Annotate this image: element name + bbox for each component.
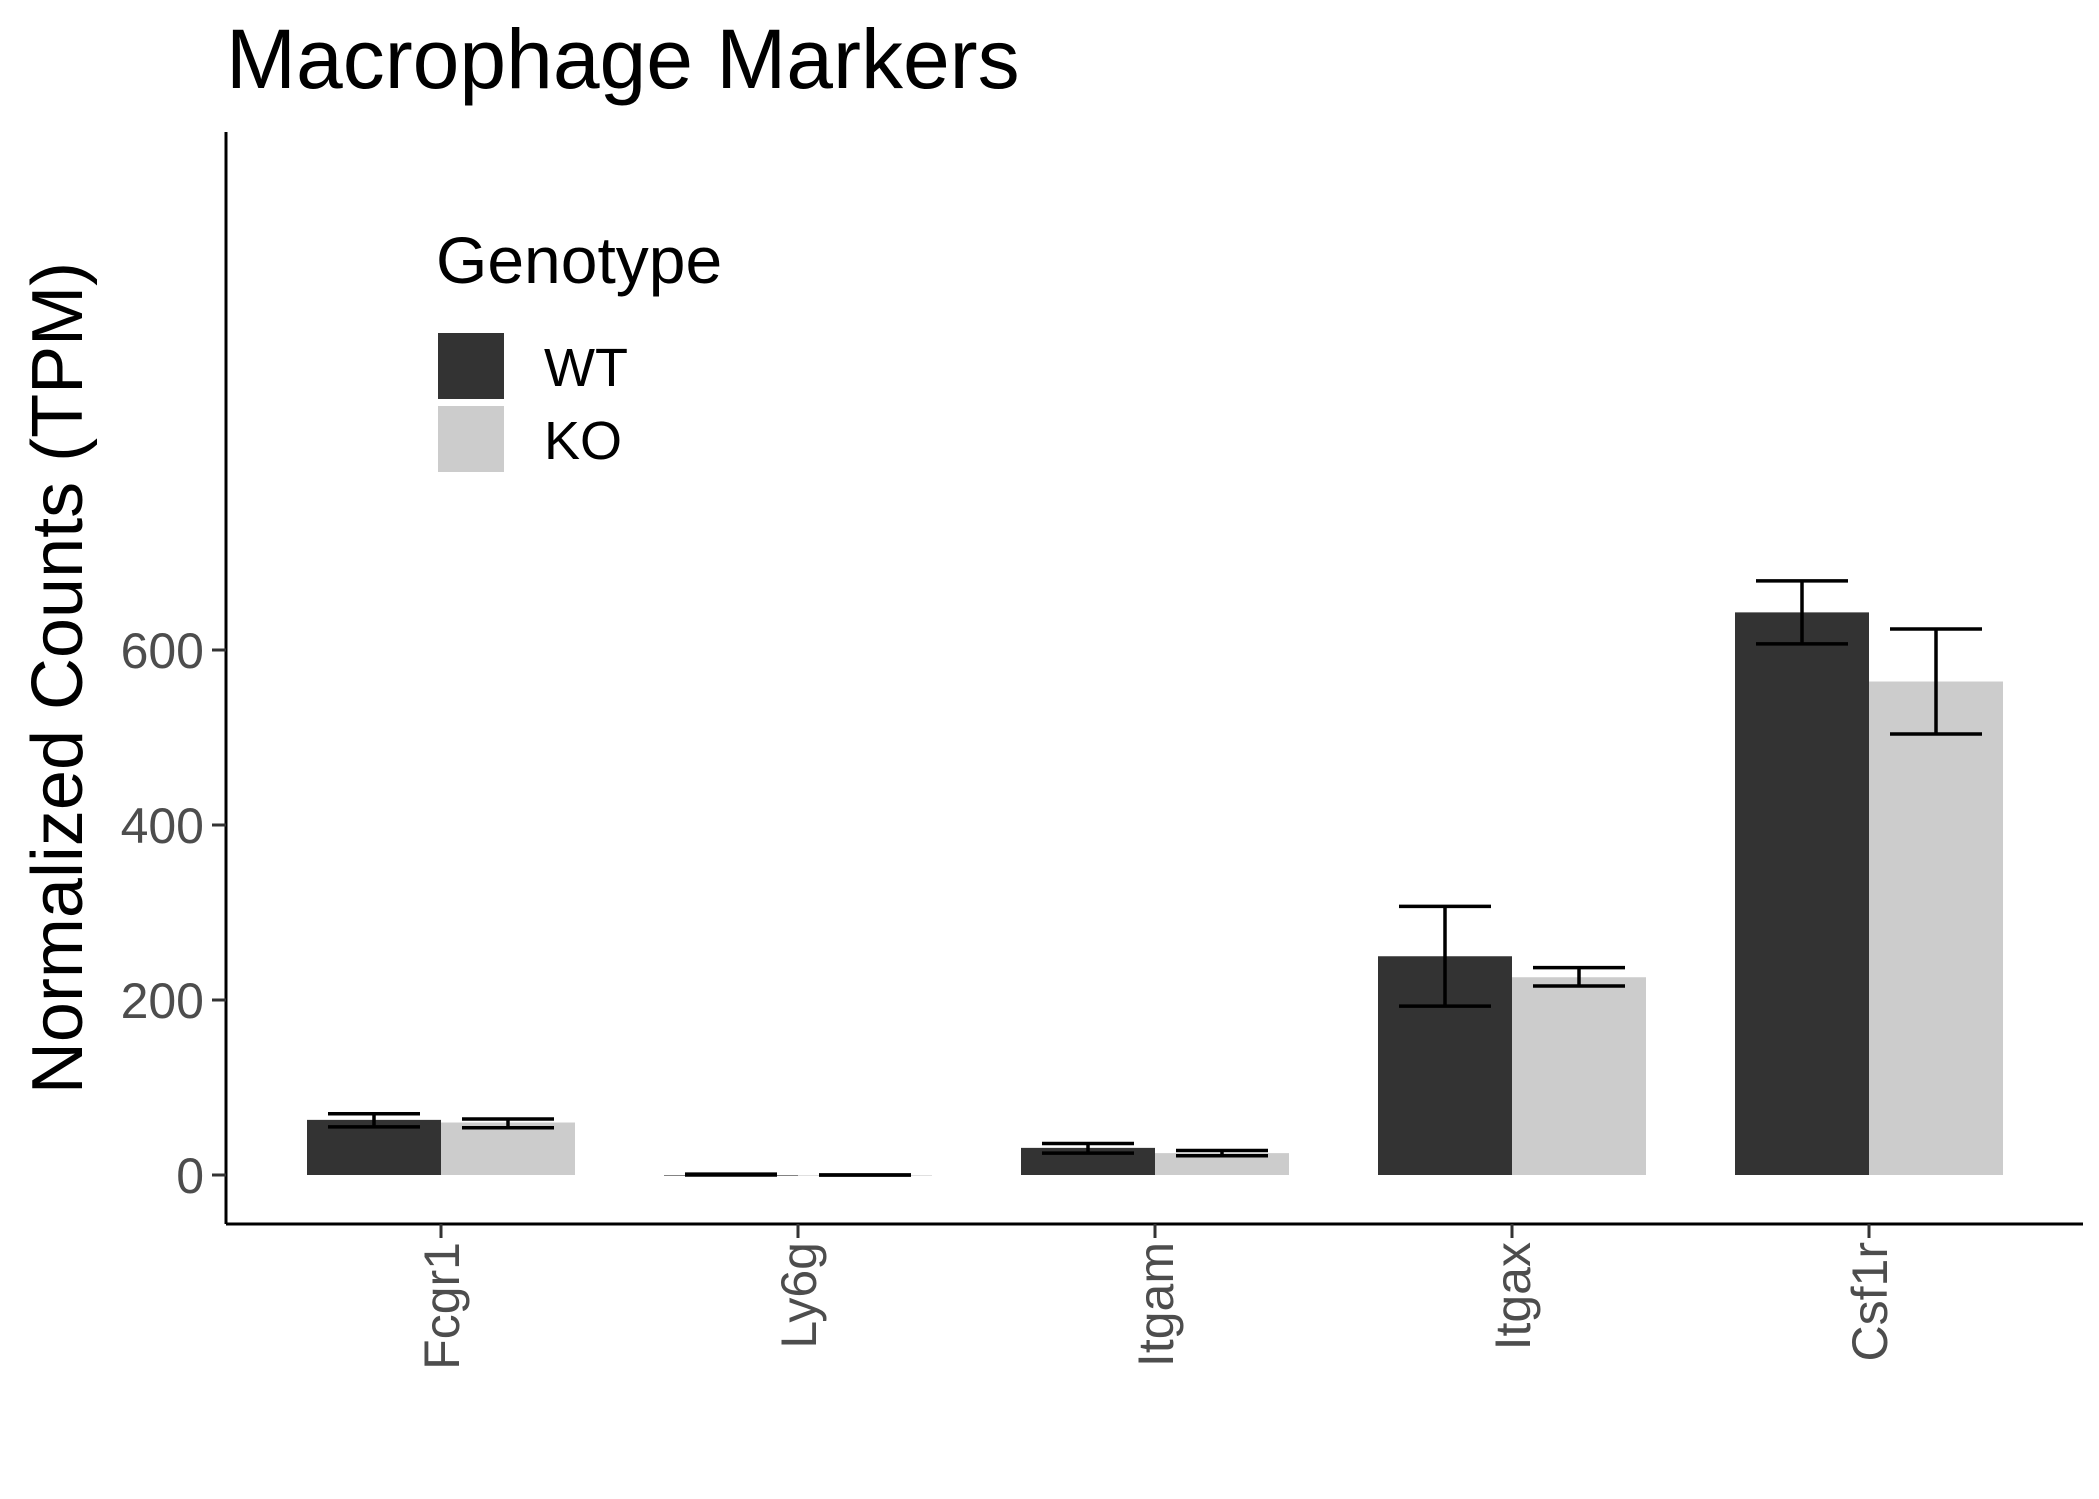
error-bar-ko-csf1r: [1890, 627, 1982, 736]
x-tick-label-itgam: Itgam: [1128, 1242, 1184, 1367]
legend-key-ko: [438, 406, 504, 472]
error-bar-wt-ly6g: [685, 1172, 777, 1177]
bar-ko-fcgr1: [441, 1122, 575, 1175]
y-tick-label: 200: [121, 973, 204, 1029]
legend-key-wt: [438, 333, 504, 399]
axes: 0 200 400 600 Fcgr1 Ly6g Itgam Itgax Csf1r: [121, 132, 2083, 1370]
legend-label-wt: WT: [544, 338, 628, 398]
bar-wt-fcgr1: [307, 1119, 441, 1175]
error-bar-ko-itgam: [1176, 1148, 1268, 1158]
x-tick-label-fcgr1: Fcgr1: [414, 1242, 470, 1370]
error-bar-ko-itgax: [1533, 965, 1625, 988]
error-bar-wt-fcgr1: [328, 1112, 420, 1129]
legend-title: Genotype: [436, 223, 722, 297]
bar-ko-csf1r: [1869, 681, 2003, 1175]
legend: Genotype WT KO: [436, 223, 722, 472]
error-bar-wt-itgax: [1399, 904, 1491, 1008]
x-tick-label-itgax: Itgax: [1485, 1242, 1541, 1350]
chart-title: Macrophage Markers: [226, 12, 1020, 106]
y-tick-label: 400: [121, 798, 204, 854]
error-bar-ko-fcgr1: [462, 1117, 554, 1130]
bar-ko-itgax: [1512, 977, 1646, 1175]
x-tick-label-ly6g: Ly6g: [771, 1242, 827, 1349]
plot-area: [307, 579, 2003, 1177]
y-axis-label: Normalized Counts (TPM): [18, 262, 98, 1094]
y-tick-label: 0: [176, 1148, 204, 1204]
error-bar-wt-itgam: [1042, 1141, 1134, 1155]
bar-ko-itgam: [1155, 1153, 1289, 1175]
legend-label-ko: KO: [544, 411, 622, 471]
x-tick-label-csf1r: Csf1r: [1842, 1242, 1898, 1361]
error-bar-wt-csf1r: [1756, 579, 1848, 646]
bar-wt-csf1r: [1735, 612, 1869, 1175]
y-tick-label: 600: [121, 623, 204, 679]
